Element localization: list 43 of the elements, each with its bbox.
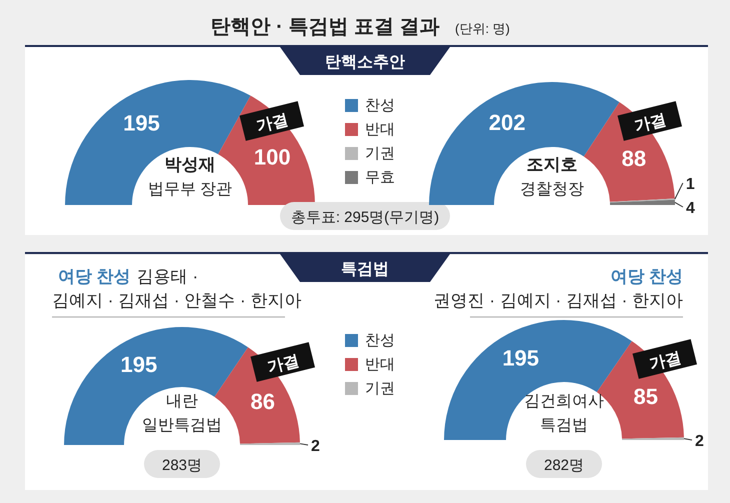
text: 282명 [544,457,584,474]
legend-label: 기권 [365,380,395,397]
text: 탄핵소추안 [325,54,405,71]
text: 특검법 [341,261,389,278]
data-label: 195 [502,346,540,371]
text: 내란 [166,393,198,410]
text: 가결 [254,111,290,136]
data-label: 2 [310,438,320,455]
data-label: 195 [120,352,158,377]
legend-label: 기권 [365,145,395,162]
text: 가결 [266,352,301,377]
data-label: 1 [686,176,695,193]
text: 경찰청장 [520,181,584,198]
text: 여당 찬성 [610,267,683,286]
legend-label: 무효 [365,169,395,186]
chart-subtitle: (단위: 명) [455,21,510,36]
text: 박성재 [164,155,216,174]
text: 권영진 · 김예지 · 김재섭 · 한지아 [434,291,683,310]
text: 여당 찬성 [58,267,131,286]
text: 283명 [162,457,202,474]
text: 법무부 장관 [148,181,232,198]
data-label: 85 [634,384,658,409]
legend-label: 찬성 [365,332,395,349]
text: 특검법 [540,417,588,434]
legend-label: 반대 [365,356,395,373]
text: 김건희여사 [524,393,604,410]
data-label: 88 [622,146,646,171]
data-label: 202 [488,110,526,135]
data-label: 100 [254,144,291,170]
legend-label: 반대 [365,121,395,138]
chart-title: 탄핵안 · 특검법 표결 결과 [210,16,440,38]
legend-label: 찬성 [365,97,395,114]
text: 총투표: 295명(무기명) [290,209,440,226]
data-label: 86 [250,388,275,414]
text: 가결 [648,349,683,374]
text: 일반특검법 [142,417,222,434]
text: 김용태 · [136,267,198,286]
text: 조지호 [526,155,578,174]
data-label: 195 [123,110,160,136]
data-label: 4 [686,200,695,217]
text: 가결 [632,111,668,136]
text: 김예지 · 김재섭 · 안철수 · 한지아 [52,291,302,310]
data-label: 2 [694,433,704,450]
